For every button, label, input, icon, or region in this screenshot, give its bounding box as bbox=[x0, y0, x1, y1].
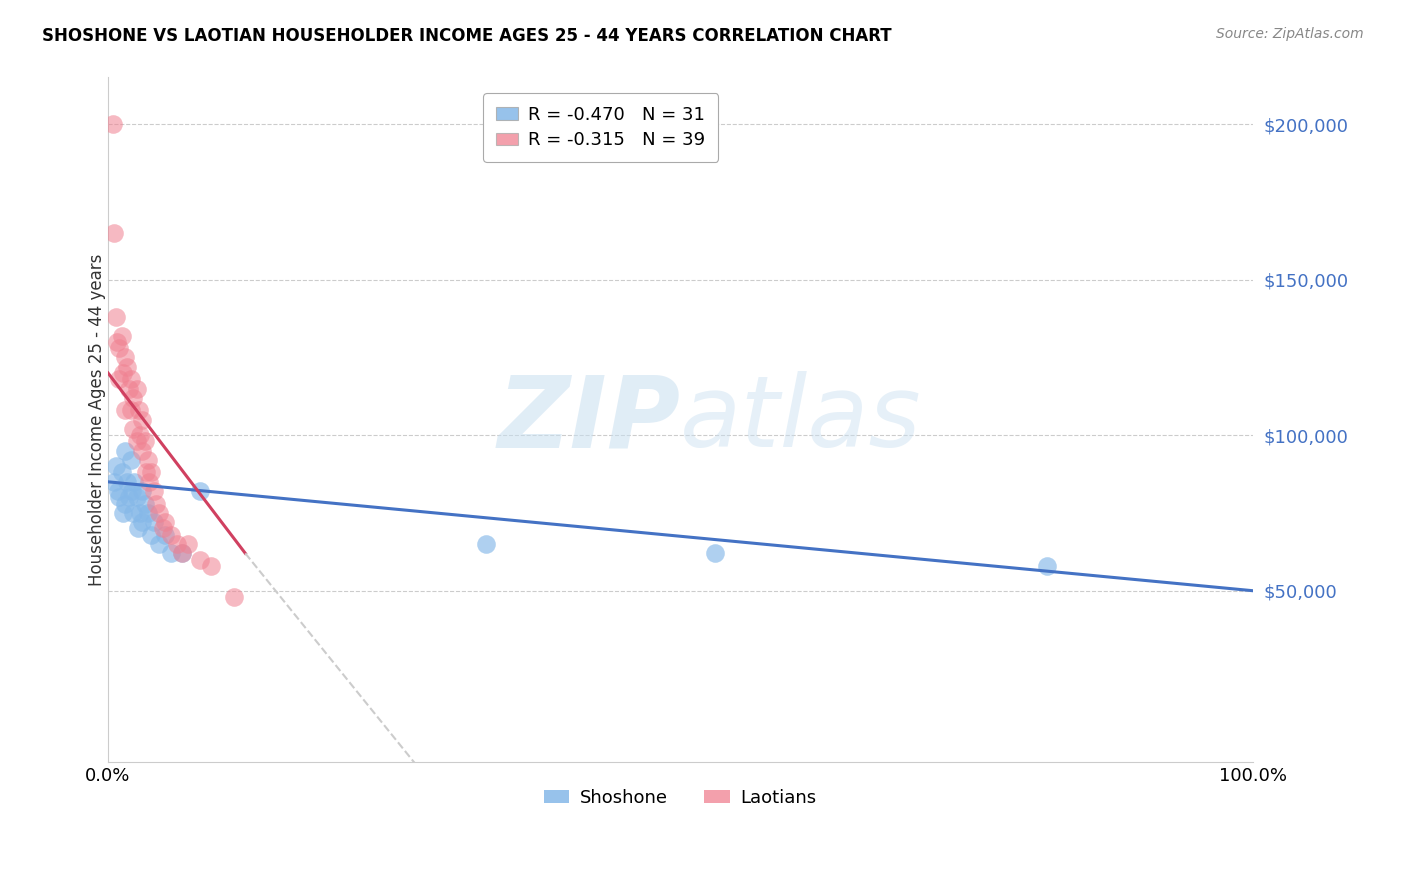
Text: atlas: atlas bbox=[681, 371, 922, 468]
Point bbox=[177, 537, 200, 551]
Point bbox=[142, 484, 165, 499]
Point bbox=[125, 491, 148, 505]
Point bbox=[105, 459, 128, 474]
Point bbox=[134, 497, 156, 511]
Point bbox=[131, 443, 153, 458]
Point bbox=[117, 475, 139, 489]
Point bbox=[108, 341, 131, 355]
Point bbox=[160, 546, 183, 560]
Point bbox=[703, 546, 725, 560]
Point bbox=[222, 590, 245, 604]
Point bbox=[107, 484, 129, 499]
Legend: Shoshone, Laotians: Shoshone, Laotians bbox=[537, 782, 824, 814]
Point bbox=[148, 537, 170, 551]
Point bbox=[142, 515, 165, 529]
Point bbox=[131, 484, 153, 499]
Point bbox=[474, 537, 496, 551]
Point bbox=[172, 546, 194, 560]
Point bbox=[114, 351, 136, 365]
Point bbox=[127, 521, 149, 535]
Point bbox=[111, 466, 134, 480]
Point bbox=[131, 515, 153, 529]
Point bbox=[111, 366, 134, 380]
Text: SHOSHONE VS LAOTIAN HOUSEHOLDER INCOME AGES 25 - 44 YEARS CORRELATION CHART: SHOSHONE VS LAOTIAN HOUSEHOLDER INCOME A… bbox=[42, 27, 891, 45]
Point bbox=[124, 475, 146, 489]
Point bbox=[138, 475, 160, 489]
Point bbox=[136, 453, 159, 467]
Point bbox=[111, 328, 134, 343]
Point bbox=[172, 546, 194, 560]
Point bbox=[114, 497, 136, 511]
Point bbox=[121, 484, 143, 499]
Point bbox=[148, 506, 170, 520]
Point bbox=[136, 506, 159, 520]
Point bbox=[105, 310, 128, 324]
Point bbox=[117, 359, 139, 374]
Point bbox=[125, 382, 148, 396]
Point bbox=[108, 491, 131, 505]
Point bbox=[129, 428, 152, 442]
Point bbox=[103, 475, 125, 489]
Point bbox=[120, 372, 142, 386]
Point bbox=[188, 484, 211, 499]
Y-axis label: Householder Income Ages 25 - 44 years: Householder Income Ages 25 - 44 years bbox=[89, 253, 105, 586]
Point bbox=[166, 537, 188, 551]
Text: Source: ZipAtlas.com: Source: ZipAtlas.com bbox=[1216, 27, 1364, 41]
Point bbox=[125, 434, 148, 449]
Point bbox=[120, 403, 142, 417]
Point bbox=[1035, 558, 1057, 573]
Point bbox=[200, 558, 222, 573]
Point bbox=[145, 497, 167, 511]
Point bbox=[117, 382, 139, 396]
Point bbox=[188, 552, 211, 566]
Point bbox=[103, 226, 125, 240]
Point bbox=[122, 506, 145, 520]
Point bbox=[155, 527, 177, 541]
Point bbox=[117, 491, 139, 505]
Point bbox=[141, 527, 163, 541]
Point bbox=[111, 506, 134, 520]
Point bbox=[134, 434, 156, 449]
Point bbox=[108, 372, 131, 386]
Point bbox=[141, 466, 163, 480]
Point bbox=[160, 527, 183, 541]
Point bbox=[155, 515, 177, 529]
Point bbox=[128, 403, 150, 417]
Point bbox=[120, 453, 142, 467]
Point bbox=[101, 117, 124, 131]
Point bbox=[114, 403, 136, 417]
Point bbox=[122, 391, 145, 405]
Point bbox=[105, 334, 128, 349]
Point bbox=[152, 521, 174, 535]
Point bbox=[129, 506, 152, 520]
Point bbox=[122, 422, 145, 436]
Point bbox=[114, 443, 136, 458]
Text: ZIP: ZIP bbox=[498, 371, 681, 468]
Point bbox=[131, 412, 153, 426]
Point bbox=[135, 466, 157, 480]
